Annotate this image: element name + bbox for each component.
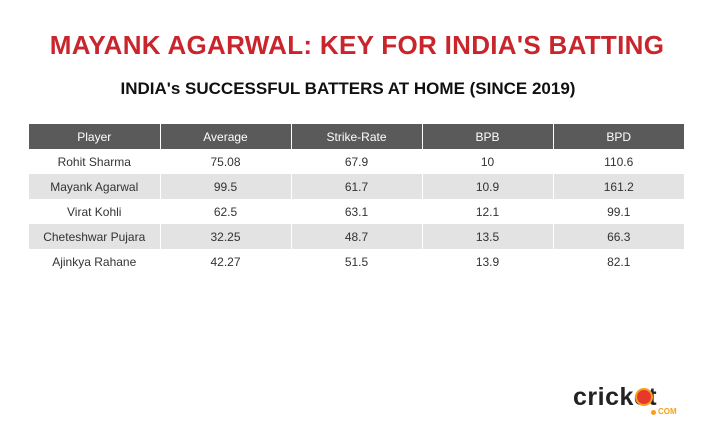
table-row: Virat Kohli 62.5 63.1 12.1 99.1: [29, 199, 684, 224]
cell-bpb: 13.9: [422, 249, 554, 274]
cell-average: 75.08: [160, 149, 292, 174]
header-bpb: BPB: [422, 124, 554, 149]
table-row: Rohit Sharma 75.08 67.9 10 110.6: [29, 149, 684, 174]
cell-bpd: 99.1: [607, 204, 631, 219]
cell-bpb: 10: [422, 149, 554, 174]
cell-strike-rate: 48.7: [291, 224, 423, 249]
table-header-row: Player Average Strike-Rate BPB BPD: [29, 124, 684, 149]
header-player: Player: [29, 124, 161, 149]
table-row: Mayank Agarwal 99.5 61.7 10.9 161.2: [29, 174, 684, 199]
logo-dot: [651, 410, 656, 415]
cell-bpd: 82.1: [607, 254, 631, 269]
table-subtitle: INDIA's SUCCESSFUL BATTERS AT HOME (SINC…: [120, 79, 576, 98]
header-bpd: BPD: [553, 124, 684, 149]
header-average: Average: [160, 124, 292, 149]
cell-average: 32.25: [160, 224, 292, 249]
cell-strike-rate: 51.5: [291, 249, 423, 274]
cell-bpd: 66.3: [553, 224, 684, 249]
table-row: Ajinkya Rahane 42.27 51.5 13.9 82.1: [29, 249, 684, 274]
logo-suffix: COM: [658, 407, 677, 416]
cell-average: 42.27: [160, 249, 292, 274]
cell-player: Ajinkya Rahane: [29, 249, 161, 274]
page-title: MAYANK AGARWAL: KEY FOR INDIA'S BATTING: [49, 30, 665, 60]
cell-player: Cheteshwar Pujara: [29, 224, 161, 249]
cell-average: 62.5: [160, 199, 292, 224]
cell-bpb: 13.5: [422, 224, 554, 249]
cell-player: Mayank Agarwal: [29, 174, 161, 199]
cell-strike-rate: 61.7: [291, 174, 423, 199]
cricket-ball-icon: [635, 388, 653, 406]
cell-player: Virat Kohli: [29, 199, 161, 224]
cell-strike-rate: 63.1: [291, 199, 423, 224]
cell-average: 99.5: [160, 174, 292, 199]
cell-bpd: 110.6: [604, 154, 634, 169]
table-row: Cheteshwar Pujara 32.25 48.7 13.5 66.3: [29, 224, 684, 249]
cell-strike-rate: 67.9: [291, 149, 423, 174]
cell-bpb: 12.1: [422, 199, 554, 224]
cell-bpb: 10.9: [422, 174, 554, 199]
cricket-com-logo: cricket COM: [573, 383, 685, 417]
cell-bpd: 161.2: [553, 174, 684, 199]
batting-stats-table: Player Average Strike-Rate BPB BPD Rohit…: [29, 124, 684, 274]
header-strike-rate: Strike-Rate: [291, 124, 423, 149]
cell-player: Rohit Sharma: [29, 149, 161, 174]
